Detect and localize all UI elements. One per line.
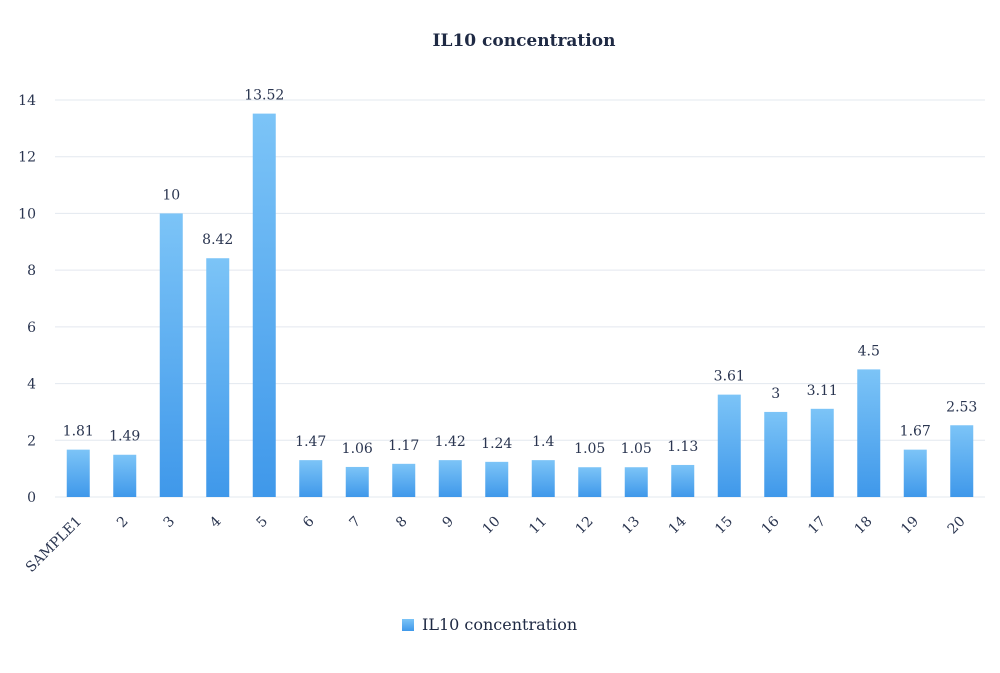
bar[interactable] — [66, 449, 90, 497]
bar[interactable] — [950, 425, 974, 497]
x-tick-label: 3 — [160, 514, 178, 532]
x-tick-label: 8 — [393, 514, 411, 532]
x-tick-label: 5 — [253, 514, 271, 532]
data-label: 2.53 — [946, 399, 977, 415]
data-label: 1.17 — [388, 438, 419, 454]
x-tick-label: SAMPLE1 — [23, 514, 85, 576]
y-tick-label: 8 — [27, 263, 36, 279]
x-tick-label: 2 — [114, 514, 132, 532]
bar[interactable] — [392, 463, 416, 497]
data-label: 1.24 — [481, 436, 512, 452]
data-label: 1.81 — [63, 424, 94, 440]
bar[interactable] — [252, 113, 276, 498]
bar[interactable] — [857, 369, 881, 497]
x-tick-label: 13 — [619, 514, 643, 538]
data-labels: 1.81 1.49 10 8.42 13.52 1.47 1.06 1.17 1.42 1.24 1… — [63, 88, 978, 458]
bar[interactable] — [485, 461, 509, 497]
bar[interactable] — [810, 408, 834, 497]
bar[interactable] — [206, 258, 230, 497]
bar[interactable] — [717, 394, 741, 497]
x-tick-label: 11 — [526, 514, 550, 538]
data-label: 13.52 — [244, 88, 284, 104]
bars — [66, 113, 974, 498]
data-label: 3.61 — [714, 369, 745, 385]
data-label: 1.47 — [295, 434, 326, 450]
data-label: 1.42 — [435, 434, 466, 450]
data-label: 1.05 — [574, 441, 605, 457]
x-tick-label: 19 — [898, 514, 922, 538]
data-label: 1.06 — [342, 441, 373, 457]
legend-swatch — [402, 619, 414, 631]
bar[interactable] — [578, 467, 602, 497]
y-tick-label: 10 — [18, 206, 36, 222]
x-tick-label: 15 — [712, 514, 736, 538]
y-tick-label: 6 — [27, 320, 36, 336]
data-label: 8.42 — [202, 232, 233, 248]
legend: IL10 concentration — [402, 615, 577, 634]
bar[interactable] — [624, 467, 648, 497]
bar[interactable] — [671, 464, 695, 497]
y-tick-label: 14 — [18, 93, 36, 109]
data-label: 1.67 — [900, 424, 931, 440]
data-label: 3 — [771, 386, 780, 402]
bar[interactable] — [113, 454, 137, 497]
y-axis-ticks: 0 2 4 6 8 10 12 14 — [18, 93, 36, 506]
y-tick-label: 12 — [18, 150, 36, 166]
data-label: 3.11 — [807, 383, 838, 399]
x-axis-ticks: SAMPLE1 2 3 4 5 6 7 8 9 10 11 12 13 14 15 16 17 18 19 20 — [23, 513, 969, 575]
bar[interactable] — [299, 460, 323, 497]
x-tick-label: 14 — [666, 513, 690, 537]
x-tick-label: 6 — [300, 513, 318, 531]
x-tick-label: 16 — [759, 513, 783, 537]
data-label: 1.49 — [109, 429, 140, 445]
x-tick-label: 12 — [573, 514, 597, 538]
bar[interactable] — [438, 460, 462, 497]
bar[interactable] — [764, 411, 788, 497]
data-label: 1.13 — [667, 439, 698, 455]
x-tick-label: 4 — [207, 513, 225, 531]
data-label: 10 — [162, 187, 180, 203]
grid-layer — [55, 99, 985, 498]
chart-title: IL10 concentration — [433, 31, 616, 51]
y-tick-label: 0 — [27, 490, 36, 506]
x-tick-label: 17 — [805, 514, 829, 538]
legend-label: IL10 concentration — [422, 615, 577, 634]
x-tick-label: 10 — [480, 514, 504, 538]
data-label: 1.4 — [532, 434, 554, 450]
data-label: 4.5 — [858, 343, 880, 359]
bar[interactable] — [345, 466, 369, 497]
data-label: 1.05 — [621, 441, 652, 457]
y-tick-label: 4 — [27, 377, 36, 393]
bar[interactable] — [531, 460, 555, 497]
bar[interactable] — [159, 213, 183, 497]
x-tick-label: 9 — [439, 514, 457, 532]
x-tick-label: 18 — [852, 514, 876, 538]
bar[interactable] — [903, 449, 927, 497]
x-tick-label: 20 — [945, 514, 969, 538]
x-tick-label: 7 — [346, 514, 364, 532]
y-tick-label: 2 — [27, 433, 36, 449]
